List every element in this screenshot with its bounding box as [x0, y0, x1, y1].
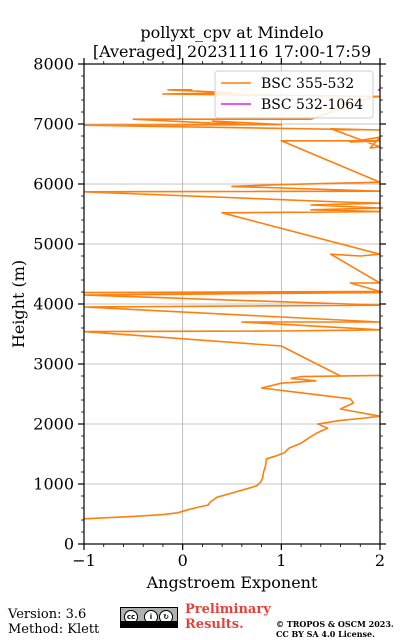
- legend: BSC 355-532 BSC 532-1064: [214, 70, 374, 119]
- preliminary-line2: Results.: [185, 617, 244, 632]
- chart-title-line1: pollyxt_cpv at Mindelo: [140, 23, 323, 42]
- preliminary-line1: Preliminary: [185, 602, 271, 617]
- x-tick-label: 1: [276, 551, 286, 570]
- y-tick-label: 6000: [33, 175, 74, 194]
- license-line2: CC BY SA 4.0 License.: [276, 629, 375, 639]
- angstroem-profile-chart: pollyxt_cpv at Mindelo [Averaged] 202311…: [9, 23, 386, 592]
- y-tick-label: 5000: [33, 235, 74, 254]
- legend-label-bsc-355-532: BSC 355-532: [261, 76, 354, 92]
- x-tick-label: 2: [375, 551, 385, 570]
- series-line-bsc-355-532: [84, 89, 380, 520]
- y-tick-label: 7000: [33, 115, 74, 134]
- y-tick-label: 3000: [33, 355, 74, 374]
- preliminary-results-note: Preliminary Results.: [185, 602, 271, 632]
- legend-label-bsc-532-1064: BSC 532-1064: [261, 97, 363, 113]
- chart-title-line2: [Averaged] 20231116 17:00-17:59: [93, 42, 371, 61]
- y-tick-label: 1000: [33, 475, 74, 494]
- cc-badge-strip: [121, 621, 177, 627]
- x-tick-label: 0: [178, 551, 188, 570]
- x-tick-label: −1: [72, 551, 96, 570]
- legend-box: [214, 70, 374, 119]
- y-axis-label: Height (m): [9, 260, 28, 348]
- y-tick-label: 4000: [33, 295, 74, 314]
- license-line1: © TROPOS & OSCM 2023.: [276, 619, 394, 629]
- method-text: Method: Klett: [8, 622, 100, 637]
- y-tick-label: 8000: [33, 55, 74, 74]
- version-text: Version: 3.6: [8, 607, 87, 622]
- cc-license-badge: cc i ↻: [120, 607, 178, 628]
- license-note: © TROPOS & OSCM 2023. CC BY SA 4.0 Licen…: [276, 619, 394, 639]
- x-axis-label: Angstroem Exponent: [146, 573, 318, 592]
- y-tick-label: 2000: [33, 415, 74, 434]
- y-tick-label: 0: [64, 535, 74, 554]
